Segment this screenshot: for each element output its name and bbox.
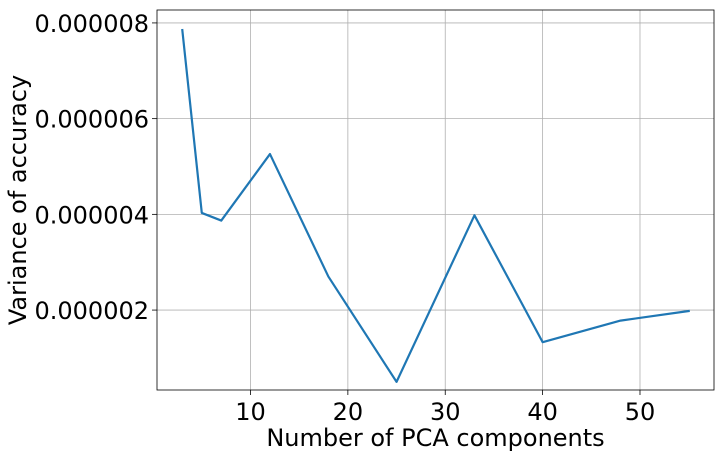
y-tick-label: 0.000004 xyxy=(34,201,149,229)
x-tick-label: 40 xyxy=(527,398,558,426)
y-tick-label: 0.000008 xyxy=(34,10,149,38)
series-line xyxy=(181,28,690,383)
plot-frame xyxy=(156,9,715,391)
x-tick-label: 10 xyxy=(235,398,266,426)
x-axis-label: Number of PCA components xyxy=(266,424,604,452)
x-tick-label: 50 xyxy=(625,398,656,426)
tick-labels: 10 20 30 40 50 0.000002 0.000004 0.000006 0.0000… xyxy=(34,10,655,426)
grid xyxy=(157,10,714,390)
ticks xyxy=(152,22,641,395)
y-tick-label: 0.000002 xyxy=(34,297,149,325)
x-tick-label: 30 xyxy=(430,398,461,426)
y-axis-label: Variance of accuracy xyxy=(4,75,32,325)
y-tick-label: 0.000006 xyxy=(34,106,149,134)
series-layer xyxy=(181,28,690,383)
x-tick-label: 20 xyxy=(333,398,364,426)
